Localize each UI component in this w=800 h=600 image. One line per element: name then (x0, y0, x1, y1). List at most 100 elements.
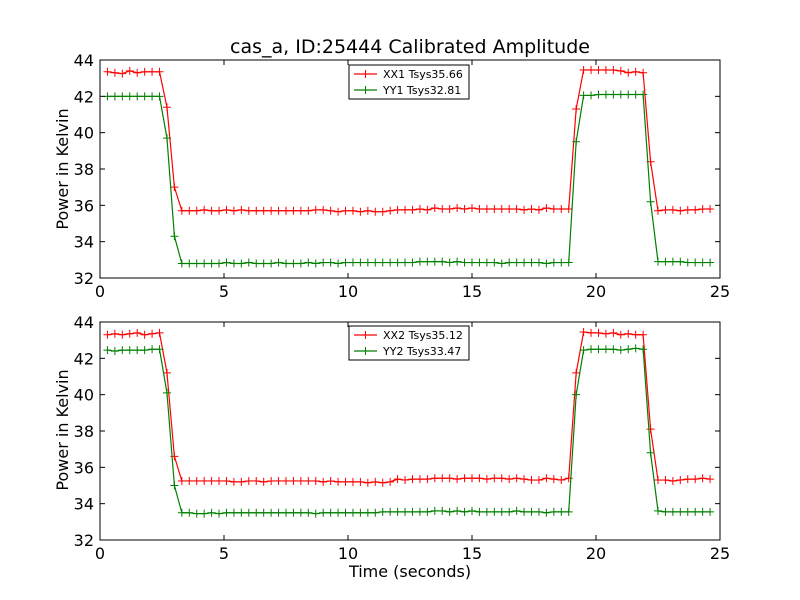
data-point (482, 258, 491, 267)
data-point (304, 508, 313, 517)
data-point (356, 477, 365, 486)
data-point (140, 346, 149, 355)
data-point (110, 329, 119, 338)
data-point (661, 507, 670, 516)
data-point (282, 259, 290, 268)
data-point (125, 346, 134, 355)
x-tick-label: 20 (586, 544, 606, 563)
data-point (423, 205, 432, 214)
y-axis-label: Power in Kelvin (53, 108, 72, 229)
y-tick-label: 34 (74, 495, 94, 514)
data-point (363, 206, 372, 215)
data-point (148, 329, 157, 338)
data-point (371, 508, 380, 517)
data-point (334, 259, 343, 268)
data-point (326, 476, 335, 485)
data-point (162, 388, 171, 397)
data-point (334, 477, 343, 486)
data-point (408, 507, 417, 516)
data-point (505, 475, 514, 484)
data-point (244, 258, 253, 267)
data-point (676, 476, 685, 485)
data-point (594, 328, 603, 337)
data-point (289, 206, 298, 215)
data-point (646, 425, 655, 434)
data-point (103, 67, 112, 76)
data-point (542, 508, 551, 517)
data-point (401, 507, 410, 516)
data-point (274, 258, 283, 267)
data-point (676, 257, 685, 266)
data-point (579, 327, 588, 336)
data-point (468, 258, 476, 267)
data-point (438, 474, 447, 483)
data-point (386, 477, 395, 486)
data-point (654, 257, 662, 266)
bottom-chart: Power in Kelvin Time (seconds) 0 5 10 15 20 2… (53, 313, 730, 581)
data-point (453, 257, 462, 266)
data-point (587, 91, 596, 100)
data-point (490, 474, 499, 483)
data-point (259, 477, 268, 486)
data-point (423, 257, 432, 266)
legend: XX2 Tsys35.12 YY2 Tsys33.47 (348, 325, 470, 361)
data-point (185, 259, 194, 268)
data-point (594, 65, 603, 74)
data-point (706, 204, 715, 213)
data-point (698, 507, 707, 516)
data-point (601, 345, 610, 354)
data-point (170, 183, 179, 192)
data-point (177, 476, 186, 485)
data-point (668, 257, 677, 266)
y-tick-label: 42 (74, 87, 94, 106)
data-point (423, 507, 432, 516)
data-point (445, 258, 454, 267)
data-point (103, 330, 112, 339)
data-point (140, 92, 149, 101)
legend-entry-1: XX2 Tsys35.12 (354, 329, 463, 342)
y-tick-label: 34 (74, 233, 94, 252)
data-point (475, 507, 484, 516)
data-point (512, 506, 521, 515)
data-point (557, 476, 566, 485)
data-point (118, 69, 127, 78)
data-point (564, 258, 573, 267)
data-point (639, 345, 648, 354)
data-point (512, 474, 521, 483)
data-point (200, 205, 209, 214)
data-point (148, 67, 157, 76)
data-point (654, 206, 662, 215)
data-point (192, 476, 201, 485)
data-point (356, 207, 365, 216)
data-point (215, 509, 224, 518)
legend-entry-2: YY2 Tsys33.47 (354, 345, 461, 358)
data-point (289, 259, 298, 268)
data-point (698, 474, 707, 483)
data-point (393, 205, 402, 214)
data-point (200, 509, 209, 518)
data-point (668, 476, 677, 485)
data-point (497, 507, 506, 516)
data-point (125, 92, 134, 101)
data-point (237, 205, 246, 214)
data-point (363, 258, 372, 267)
data-point (609, 328, 618, 337)
data-point (497, 204, 506, 213)
data-point (557, 507, 566, 516)
data-point (311, 509, 320, 518)
y-tick-label: 38 (74, 160, 94, 179)
data-point (661, 476, 670, 485)
data-point (572, 368, 581, 377)
data-point (222, 258, 231, 267)
data-point (683, 258, 692, 267)
data-point (415, 507, 424, 516)
plot-area: 0 5 10 15 20 25 32 34 36 38 40 42 44 XX2 Tsys35.12 YY2… (74, 313, 731, 563)
data-point (408, 475, 417, 484)
data-point (341, 206, 350, 215)
data-point (631, 67, 640, 76)
data-point (259, 206, 268, 215)
data-point (386, 258, 395, 267)
data-point (348, 206, 357, 215)
data-point (557, 258, 566, 267)
